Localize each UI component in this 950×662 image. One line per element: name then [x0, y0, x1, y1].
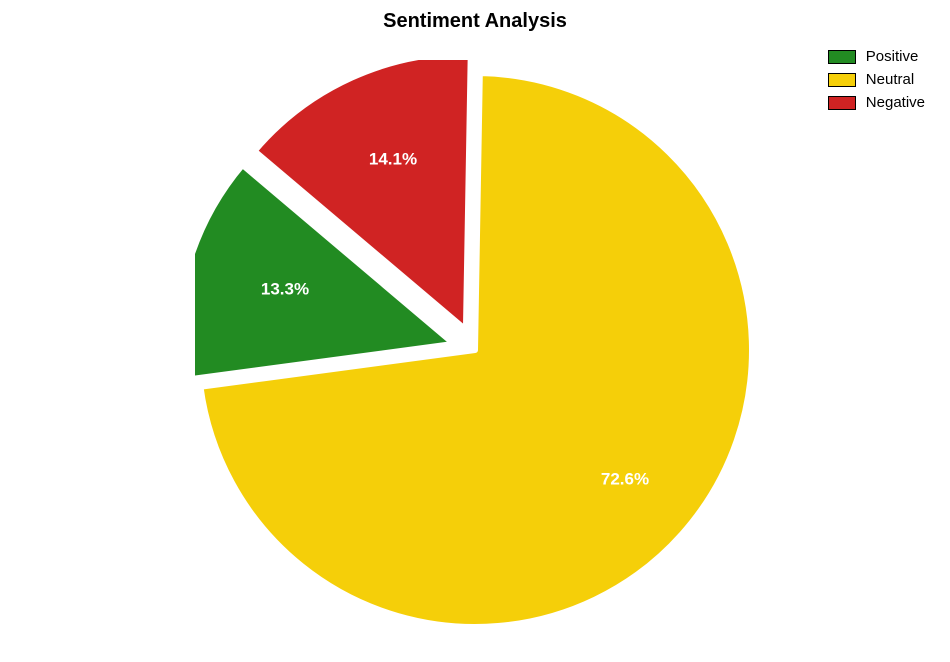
- pie-chart: 72.6% 13.3% 14.1%: [195, 60, 755, 640]
- legend: Positive Neutral Negative: [828, 48, 925, 111]
- legend-item-positive: Positive: [828, 48, 925, 65]
- legend-swatch-negative: [828, 96, 856, 110]
- legend-swatch-neutral: [828, 73, 856, 87]
- slice-label-neutral: 72.6%: [601, 469, 649, 488]
- legend-label-positive: Positive: [866, 48, 919, 65]
- slice-label-negative: 14.1%: [369, 149, 417, 168]
- legend-label-neutral: Neutral: [866, 71, 914, 88]
- slice-label-positive: 13.3%: [261, 279, 309, 298]
- legend-swatch-positive: [828, 50, 856, 64]
- legend-item-negative: Negative: [828, 94, 925, 111]
- legend-item-neutral: Neutral: [828, 71, 925, 88]
- chart-title: Sentiment Analysis: [0, 10, 950, 33]
- legend-label-negative: Negative: [866, 94, 925, 111]
